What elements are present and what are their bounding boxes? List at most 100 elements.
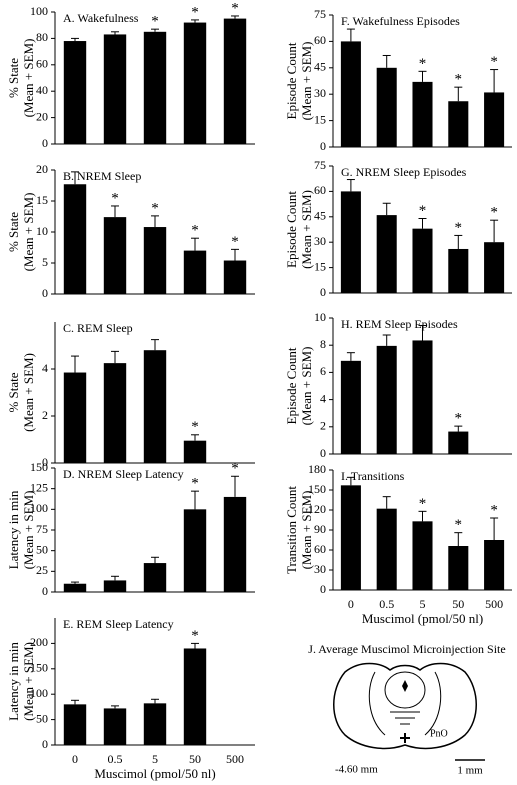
y-tick-label: 0	[42, 584, 48, 598]
y-tick-label: 90	[314, 522, 326, 536]
y-tick-label: 75	[36, 522, 48, 536]
y-tick-label: 200	[30, 635, 48, 649]
significance-marker: *	[419, 203, 427, 219]
bar	[340, 191, 361, 293]
y-tick-label: 2	[42, 408, 48, 422]
y-tick-label: 30	[314, 234, 326, 248]
x-tick-label: 0.5	[379, 597, 394, 611]
bar	[183, 250, 207, 294]
y-tick-label: 150	[30, 460, 48, 474]
panel-title: G. NREM Sleep Episodes	[341, 165, 467, 179]
significance-marker: *	[419, 496, 427, 512]
bar	[376, 508, 397, 590]
bar	[103, 363, 127, 463]
brain-diagram: J. Average Muscimol Microinjection Site …	[308, 642, 505, 777]
y-axis-label: (Mean + SEM)	[299, 347, 314, 426]
brain-outline	[333, 662, 477, 750]
y-tick-label: 0	[42, 136, 48, 150]
panel-title: H. REM Sleep Episodes	[341, 317, 458, 331]
bar	[448, 101, 469, 147]
significance-marker: *	[455, 220, 463, 236]
y-tick-label: 4	[42, 361, 48, 375]
panel-title: B. NREM Sleep	[63, 169, 141, 183]
significance-marker: *	[231, 461, 239, 477]
y-axis-label: % State	[6, 372, 21, 412]
x-tick-label: 50	[189, 752, 201, 766]
y-tick-label: 0	[42, 286, 48, 300]
y-tick-label: 75	[314, 158, 326, 172]
y-tick-label: 45	[314, 209, 326, 223]
x-tick-label: 5	[152, 752, 158, 766]
y-tick-label: 125	[30, 480, 48, 494]
y-axis-label: Transition Count	[284, 486, 299, 574]
x-axis-label: Muscimol (pmol/50 nl)	[94, 766, 215, 781]
bar	[63, 372, 87, 463]
bar	[103, 580, 127, 592]
x-tick-label: 0	[72, 752, 78, 766]
bar	[376, 345, 397, 454]
significance-marker: *	[490, 502, 498, 518]
y-tick-label: 5	[42, 255, 48, 269]
x-tick-label: 500	[226, 752, 244, 766]
y-tick-label: 150	[308, 482, 326, 496]
panel-title: I. Transitions	[341, 469, 405, 483]
y-tick-label: 60	[36, 57, 48, 71]
y-tick-label: 8	[320, 337, 326, 351]
scale-label: 1 mm	[457, 765, 483, 777]
x-tick-label: 50	[452, 597, 464, 611]
bar	[63, 583, 87, 592]
bar	[103, 34, 127, 144]
significance-marker: *	[490, 205, 498, 221]
y-tick-label: 50	[36, 542, 48, 556]
bar	[484, 242, 505, 293]
y-tick-label: 0	[42, 455, 48, 469]
bar	[223, 496, 247, 592]
y-tick-label: 45	[314, 60, 326, 74]
y-tick-label: 20	[36, 109, 48, 123]
significance-marker: *	[111, 190, 119, 206]
x-tick-label: 500	[485, 597, 503, 611]
y-tick-label: 10	[36, 224, 48, 238]
y-axis-label: (Mean + SEM)	[21, 353, 36, 432]
y-tick-label: 180	[308, 462, 326, 476]
panel-title: F. Wakefulness Episodes	[341, 14, 460, 28]
level-label: -4.60 mm	[335, 764, 378, 776]
brain-outline	[384, 671, 426, 709]
y-tick-label: 15	[314, 259, 326, 273]
significance-marker: *	[455, 517, 463, 533]
x-axis-label: Muscimol (pmol/50 nl)	[362, 611, 483, 626]
panel-title: D. NREM Sleep Latency	[63, 467, 184, 481]
bar	[103, 708, 127, 745]
y-tick-label: 0	[320, 139, 326, 153]
y-axis-label: (Mean + SEM)	[299, 491, 314, 570]
y-tick-label: 40	[36, 83, 48, 97]
y-axis-label: Episode Count	[284, 191, 299, 268]
y-tick-label: 150	[30, 661, 48, 675]
significance-marker: *	[191, 628, 199, 644]
y-tick-label: 6	[320, 364, 326, 378]
panel-title: A. Wakefulness	[63, 11, 139, 25]
y-tick-label: 60	[314, 542, 326, 556]
y-tick-label: 30	[314, 86, 326, 100]
bar	[143, 703, 167, 745]
significance-marker: *	[455, 72, 463, 88]
y-tick-label: 0	[42, 737, 48, 751]
y-tick-label: 120	[308, 502, 326, 516]
y-tick-label: 20	[36, 162, 48, 176]
y-tick-label: 100	[30, 4, 48, 18]
bar	[143, 563, 167, 592]
region-label: PnO	[430, 728, 448, 739]
significance-marker: *	[151, 200, 159, 216]
brain-outline	[368, 671, 442, 736]
y-tick-label: 60	[314, 33, 326, 47]
significance-marker: *	[231, 234, 239, 250]
bar	[412, 81, 433, 147]
bar	[412, 521, 433, 590]
y-tick-label: 0	[320, 582, 326, 596]
y-tick-label: 15	[36, 193, 48, 207]
bar	[484, 540, 505, 590]
bar	[448, 431, 469, 454]
bar	[183, 22, 207, 145]
y-axis-label: (Mean + SEM)	[299, 42, 314, 121]
